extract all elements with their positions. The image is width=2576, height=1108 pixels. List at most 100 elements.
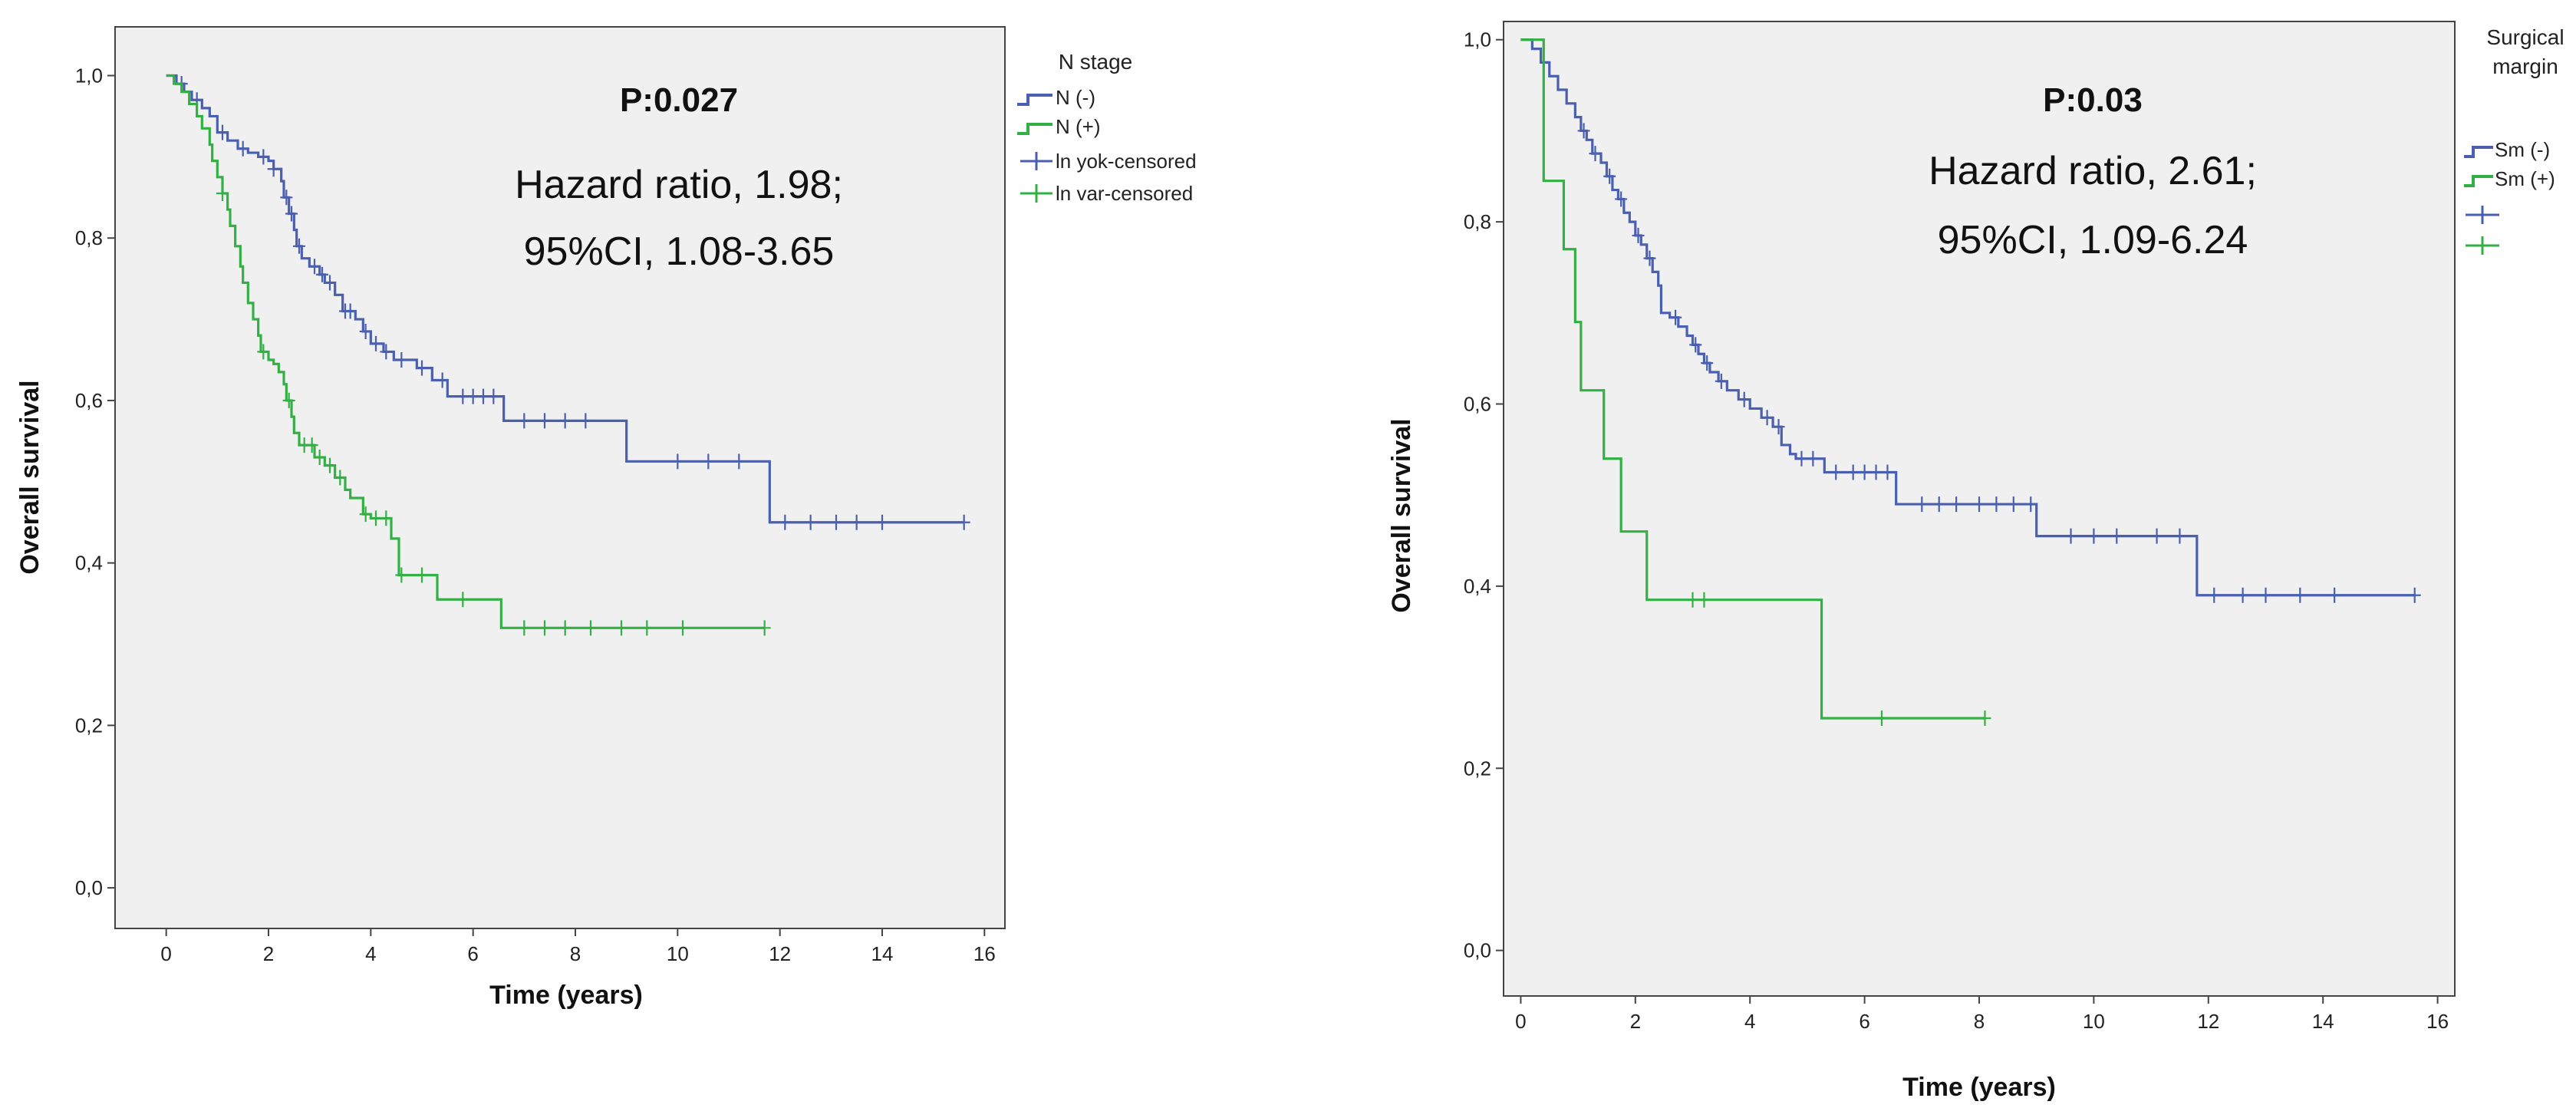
censor-mark-left-n-6 [324, 457, 336, 473]
legend-entry-n-neg: N (-) [1017, 86, 1095, 109]
y-tick-label-left-3: 0,6 [75, 389, 103, 412]
censor-mark-right-sm-8 [1701, 355, 1714, 371]
survival-curve-left-n [166, 74, 765, 629]
x-tick-label-left-5: 10 [667, 942, 689, 965]
censor-mark-right-sm-33 [2236, 587, 2249, 603]
censor-mark-left-n-27 [579, 413, 592, 429]
y-tick-label-right-4: 0,8 [1464, 210, 1491, 233]
x-tick-label-left-8: 16 [973, 942, 996, 965]
y-axis-title-left: Overall survival [15, 380, 44, 574]
censor-mark-left-n-8 [359, 506, 372, 523]
censor-mark-left-n-13 [344, 303, 357, 319]
censor-mark-right-sm-15 [1830, 464, 1843, 480]
censor-mark-left-n-34 [850, 514, 863, 530]
ci-right: 95%CI, 1.09-6.24 [1938, 218, 2248, 262]
y-tick-label-left-4: 0,8 [75, 226, 103, 249]
x-tick-label-left-2: 4 [365, 942, 376, 965]
x-tick-label-right-3: 6 [1859, 1010, 1869, 1033]
censor-mark-right-sm-6 [1669, 309, 1682, 325]
censor-mark-right-sm-18 [1869, 464, 1883, 480]
censor-mark-right-sm-37 [2408, 587, 2421, 603]
survival-curve-right-sm [1520, 38, 1985, 720]
censor-mark-right-sm-13 [1795, 450, 1808, 467]
censor-mark-right-sm-9 [1715, 373, 1728, 389]
survival-curve-right-sm [1520, 38, 2415, 597]
x-axis-title-left: Time (years) [489, 981, 643, 1010]
censor-mark-right-sm-11 [1761, 410, 1774, 426]
legend-entry-censored-neg: ln yok-censored [1020, 150, 1197, 173]
p-value-right: P:0.03 [2043, 81, 2143, 119]
p-value-left: P:0.027 [620, 81, 738, 119]
legend-label-censored-pos: ln var-censored [1056, 182, 1193, 205]
legend-swatch-censored-neg [1020, 152, 1052, 170]
legend-swatch-n-neg [1017, 94, 1052, 106]
censor-mark-right-sm-0 [1686, 592, 1699, 608]
legend-swatch-censored-pos [1020, 184, 1052, 203]
censor-mark-left-n-35 [876, 514, 888, 530]
y-tick-label-right-2: 0,4 [1464, 575, 1491, 598]
censor-mark-right-sm-34 [2259, 587, 2272, 603]
censor-mark-left-n-36 [957, 514, 970, 530]
y-axis-right: 0,0 0,2 0,4 0,6 0,8 1,0 [1464, 28, 1504, 962]
legend-entry-censored-sm-neg [2466, 206, 2499, 224]
legend-swatch-sm-neg [2464, 146, 2493, 158]
censor-mark-right-sm-5 [1643, 250, 1656, 266]
censor-mark-left-n-14 [518, 620, 531, 636]
x-axis-title-right: Time (years) [1902, 1073, 2056, 1102]
censor-mark-left-n-8 [293, 238, 305, 254]
censor-mark-left-n-20 [677, 620, 689, 636]
x-tick-label-right-4: 8 [1974, 1010, 1985, 1033]
x-tick-label-right-1: 2 [1630, 1010, 1641, 1033]
censor-mark-left-n-28 [671, 453, 684, 470]
y-tick-label-right-3: 0,6 [1464, 393, 1491, 416]
censor-mark-right-sm-7 [1689, 337, 1702, 353]
censor-mark-right-sm-25 [2007, 496, 2020, 513]
x-tick-label-right-0: 0 [1515, 1010, 1526, 1033]
chart-right: 0,0 0,2 0,4 0,6 0,8 1,0 0 2 4 6 8 10 12 14 16 Time (y… [1387, 21, 2564, 1102]
x-tick-label-left-6: 12 [769, 942, 791, 965]
legend-label-n-pos: N (+) [1056, 115, 1101, 138]
y-tick-label-right-0: 0,0 [1464, 939, 1491, 962]
censor-mark-right-sm-27 [2064, 528, 2077, 544]
censor-mark-right-sm-16 [1846, 464, 1860, 480]
censor-mark-left-n-7 [334, 470, 347, 486]
x-tick-label-left-4: 8 [570, 942, 581, 965]
y-tick-label-left-5: 1,0 [75, 64, 103, 87]
y-tick-label-right-1: 0,2 [1464, 757, 1491, 780]
legend-entry-censored-sm-pos [2466, 236, 2499, 255]
legend-entry-censored-pos: ln var-censored [1020, 182, 1193, 205]
censor-mark-right-sm-3 [1615, 191, 1628, 207]
censor-mark-left-n-29 [702, 453, 715, 470]
censor-mark-left-n-4 [257, 149, 270, 165]
series-layer-right [1520, 38, 2421, 726]
legend-right: Surgical margin Sm (-) Sm (+) [2464, 25, 2564, 255]
censor-mark-left-n-0 [216, 186, 229, 202]
censor-mark-left-n-5 [313, 450, 326, 466]
x-tick-label-left-0: 0 [160, 942, 171, 965]
censor-mark-right-sm-28 [2087, 528, 2100, 544]
ci-left: 95%CI, 1.08-3.65 [524, 229, 835, 274]
censor-mark-left-n-30 [733, 453, 746, 470]
censor-mark-right-sm-31 [2173, 528, 2186, 544]
censor-mark-left-n-20 [456, 388, 469, 404]
legend-title-right-line2: margin [2492, 54, 2558, 78]
censor-mark-right-sm-20 [1916, 496, 1929, 513]
x-tick-label-left-3: 6 [467, 942, 478, 965]
censor-mark-right-sm-2 [1603, 168, 1616, 184]
censor-mark-left-n-18 [615, 620, 628, 636]
censor-mark-left-n-2 [216, 124, 229, 140]
legend-label-censored-neg: ln yok-censored [1056, 150, 1197, 173]
y-tick-label-right-5: 1,0 [1464, 28, 1491, 51]
censor-mark-left-n-32 [804, 514, 817, 530]
legend-left: N stage N (-) N (+) ln yok-censored ln v… [1017, 50, 1197, 205]
chart-left: 0,0 0,2 0,4 0,6 0,8 1,0 0 2 4 6 8 10 12 14 16 Time (y… [15, 26, 1197, 1010]
censor-mark-left-n-14 [359, 323, 372, 339]
hazard-ratio-right: Hazard ratio, 2.61; [1929, 149, 2257, 193]
censor-mark-right-sm-2 [1876, 710, 1889, 726]
censor-mark-left-n-31 [779, 514, 792, 530]
plot-background-left [114, 26, 1006, 929]
censor-mark-left-n-26 [558, 413, 572, 429]
censor-mark-left-n-11 [324, 275, 336, 291]
legend-label-sm-neg: Sm (-) [2495, 138, 2550, 161]
